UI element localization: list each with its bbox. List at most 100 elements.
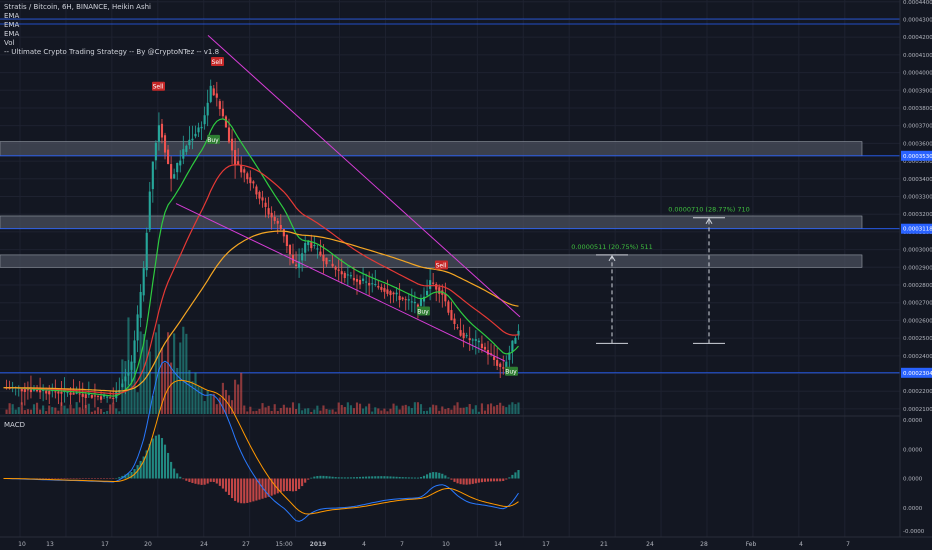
indicator-volume[interactable]: Vol (4, 39, 15, 47)
macd-histogram-bar (358, 476, 362, 479)
indicator-ema-1[interactable]: EMA (4, 12, 20, 20)
macd-histogram-bar (294, 478, 298, 492)
volume-bar (447, 408, 450, 414)
volume-bar (224, 389, 228, 414)
macd-histogram-bar (380, 476, 383, 479)
time-tick-label: 7 (846, 541, 850, 548)
macd-histogram-bar (90, 478, 93, 479)
macd-histogram-bar (240, 478, 243, 504)
volume-bar (422, 411, 426, 414)
macd-histogram-bar (255, 478, 258, 501)
macd-histogram-bar (441, 473, 444, 479)
signal-badge (417, 306, 430, 316)
candle-body (42, 389, 45, 391)
volume-bar (334, 411, 337, 414)
volume-bar (322, 405, 325, 414)
candle-body (380, 287, 383, 290)
macd-histogram-bar (389, 476, 392, 479)
volume-bar (17, 407, 20, 414)
macd-histogram-bar (483, 478, 487, 482)
candle-body (288, 244, 292, 255)
volume-bar (496, 404, 499, 414)
price-tick-label: 0.0003400 (903, 177, 932, 183)
macd-histogram-bar (96, 478, 100, 479)
candle-body (84, 394, 87, 399)
volume-bar (407, 406, 410, 414)
candle-body (188, 139, 191, 146)
volume-bar (215, 404, 218, 414)
macd-histogram-bar (206, 478, 209, 484)
candle-body (258, 191, 261, 199)
candle-body (191, 138, 194, 141)
candle-body (249, 177, 252, 184)
volume-bar (499, 402, 502, 414)
volume-bar (456, 402, 459, 414)
candle-body (166, 149, 170, 164)
candle-body (471, 339, 474, 341)
volume-bar (11, 404, 14, 414)
volume-bar (514, 404, 517, 414)
candle-body (273, 216, 276, 221)
candle-body (163, 135, 167, 153)
candle-body (419, 298, 423, 306)
volume-bar (325, 409, 328, 414)
signal-markers: Sell Sell Buy Sell Buy Buy (152, 56, 518, 376)
target-arrowhead (608, 254, 616, 262)
price-axis-bg (900, 0, 932, 537)
signal-sell: Sell (435, 260, 448, 270)
macd-histogram-bar (157, 434, 160, 479)
volume-bar (313, 409, 316, 414)
price-level-label: 0.0002304 (903, 371, 932, 377)
volume-bar (462, 407, 465, 414)
macd-histogram-bar (301, 478, 304, 487)
target-arrowhead (705, 217, 713, 224)
macd-histogram-bar (432, 472, 435, 479)
macd-histogram-bar (166, 452, 170, 479)
volume-bar (389, 408, 392, 414)
volume-bar (419, 404, 423, 414)
candle-body (170, 164, 173, 179)
price-tick-label: 0.0003900 (903, 88, 932, 94)
volume-bar (230, 400, 234, 414)
volume-bar (471, 409, 474, 414)
price-tick-label: 0.0003700 (903, 124, 932, 130)
candle-body (377, 286, 380, 288)
macd-histogram-bar (69, 478, 72, 479)
candle-body (307, 241, 310, 246)
time-axis[interactable]: 10 13 17 20 24 27 15:00 2019 4 7 10 14 17 21 24 28 Feb 4 7 (0, 536, 932, 548)
volume-bar (5, 409, 8, 414)
indicator-strategy[interactable]: -- Ultimate Crypto Trading Strategy -- B… (4, 48, 220, 56)
candle-body (508, 352, 511, 360)
candle-body (444, 293, 447, 302)
candle-body (87, 393, 90, 395)
candle-body (432, 282, 435, 284)
volume-bar (416, 402, 419, 414)
volume-bar (197, 386, 200, 414)
candle-body (103, 395, 106, 397)
macd-histogram-bar (325, 476, 328, 479)
volume-bar (63, 405, 66, 414)
indicator-ema-2[interactable]: EMA (4, 21, 20, 29)
candle-body (206, 102, 209, 116)
candle-body (282, 229, 285, 237)
indicator-ema-3[interactable]: EMA (4, 30, 20, 38)
candle-body (352, 277, 356, 281)
macd-histogram-bar (298, 478, 301, 490)
candle-body (298, 261, 301, 269)
candle-body (407, 299, 410, 301)
candle-body (365, 281, 368, 283)
volume-bar (54, 407, 57, 414)
candle-body (517, 330, 520, 336)
volume-bar (453, 405, 456, 414)
macd-histogram-bar (215, 478, 218, 484)
macd-histogram-bar (145, 450, 148, 479)
volume-bar (468, 404, 471, 414)
macd-histogram-bar (395, 476, 398, 479)
resistance-zones (0, 141, 863, 268)
time-tick-label: 17 (542, 541, 550, 548)
price-axis[interactable]: 0.0004400 0.0004300 0.0004200 0.0004100 0.00… (899, 0, 932, 537)
target-1: 0.0000710 (28.77%) 710 (668, 206, 750, 344)
candle-body (267, 208, 270, 215)
macd-histogram-bar (127, 473, 130, 479)
